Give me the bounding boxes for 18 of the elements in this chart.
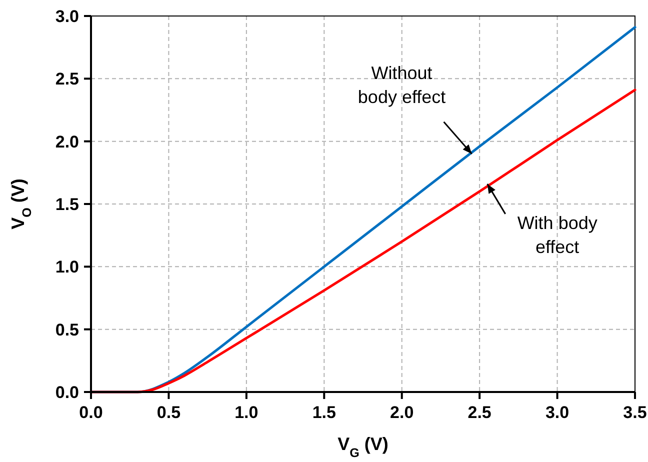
- annotation: Without body effect: [358, 62, 446, 107]
- x-axis-title: V$_{G}$ (V): [338, 434, 388, 460]
- y-tick-label: 1.5: [55, 195, 79, 214]
- x-tick-label: 3.0: [545, 403, 570, 422]
- x-tick-label: 0.5: [156, 403, 181, 422]
- x-tick-label: 1.0: [234, 403, 258, 422]
- x-tick-label: 2.5: [468, 403, 492, 422]
- y-tick-label: 2.0: [55, 132, 79, 152]
- y-tick-label: 3.0: [55, 7, 79, 26]
- x-tick-label: 1.5: [312, 403, 336, 422]
- x-tick-label: 0.0: [79, 403, 103, 422]
- x-tick-label: 2.0: [390, 403, 414, 422]
- y-tick-label: 1.0: [55, 258, 79, 277]
- annotation: With body effect: [517, 212, 598, 257]
- x-tick-label: 3.5: [623, 403, 647, 422]
- y-tick-label: 0.5: [55, 320, 79, 340]
- y-tick-label: 2.5: [55, 70, 79, 89]
- y-tick-label: 0.0: [55, 383, 79, 402]
